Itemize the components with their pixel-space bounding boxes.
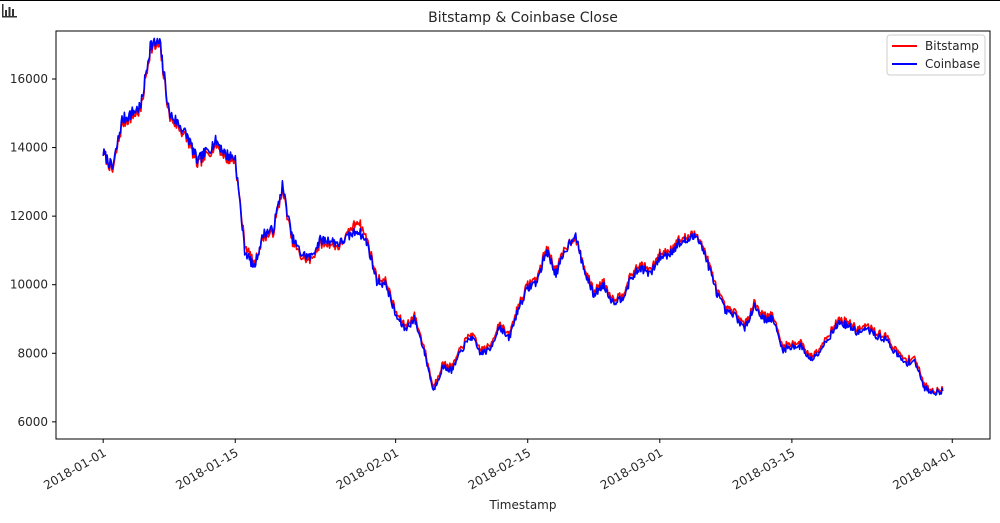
x-tick-label: 2018-02-15: [466, 445, 533, 492]
chart-title: Bitstamp & Coinbase Close: [428, 10, 618, 26]
legend-label-coinbase: Coinbase: [925, 57, 980, 71]
y-tick-label: 10000: [10, 278, 48, 292]
series-layer: [102, 37, 944, 396]
series-line-coinbase: [102, 37, 944, 396]
y-tick-label: 12000: [10, 209, 48, 223]
series-line-bitstamp: [102, 41, 944, 395]
y-tick-label: 16000: [10, 72, 48, 86]
x-axis-title: Timestamp: [489, 498, 557, 512]
legend: Bitstamp Coinbase: [886, 34, 986, 76]
ticks-layer: 6000 8000 10000 12000 14000 16000 2018-01-01 20…: [10, 72, 958, 492]
x-tick-label: 2018-01-15: [173, 445, 240, 492]
y-tick-label: 8000: [17, 346, 48, 360]
x-tick-label: 2018-04-01: [890, 445, 957, 492]
x-tick-label: 2018-01-01: [41, 445, 108, 492]
legend-label-bitstamp: Bitstamp: [925, 39, 979, 53]
bar-chart-icon[interactable]: [2, 4, 18, 18]
x-tick-label: 2018-02-01: [334, 445, 401, 492]
x-tick-label: 2018-03-01: [598, 445, 665, 492]
x-tick-label: 2018-03-15: [730, 445, 797, 492]
plot-frame: [55, 30, 991, 440]
y-tick-label: 14000: [10, 141, 48, 155]
y-tick-label: 6000: [17, 415, 48, 429]
top-border: [0, 0, 1000, 1]
